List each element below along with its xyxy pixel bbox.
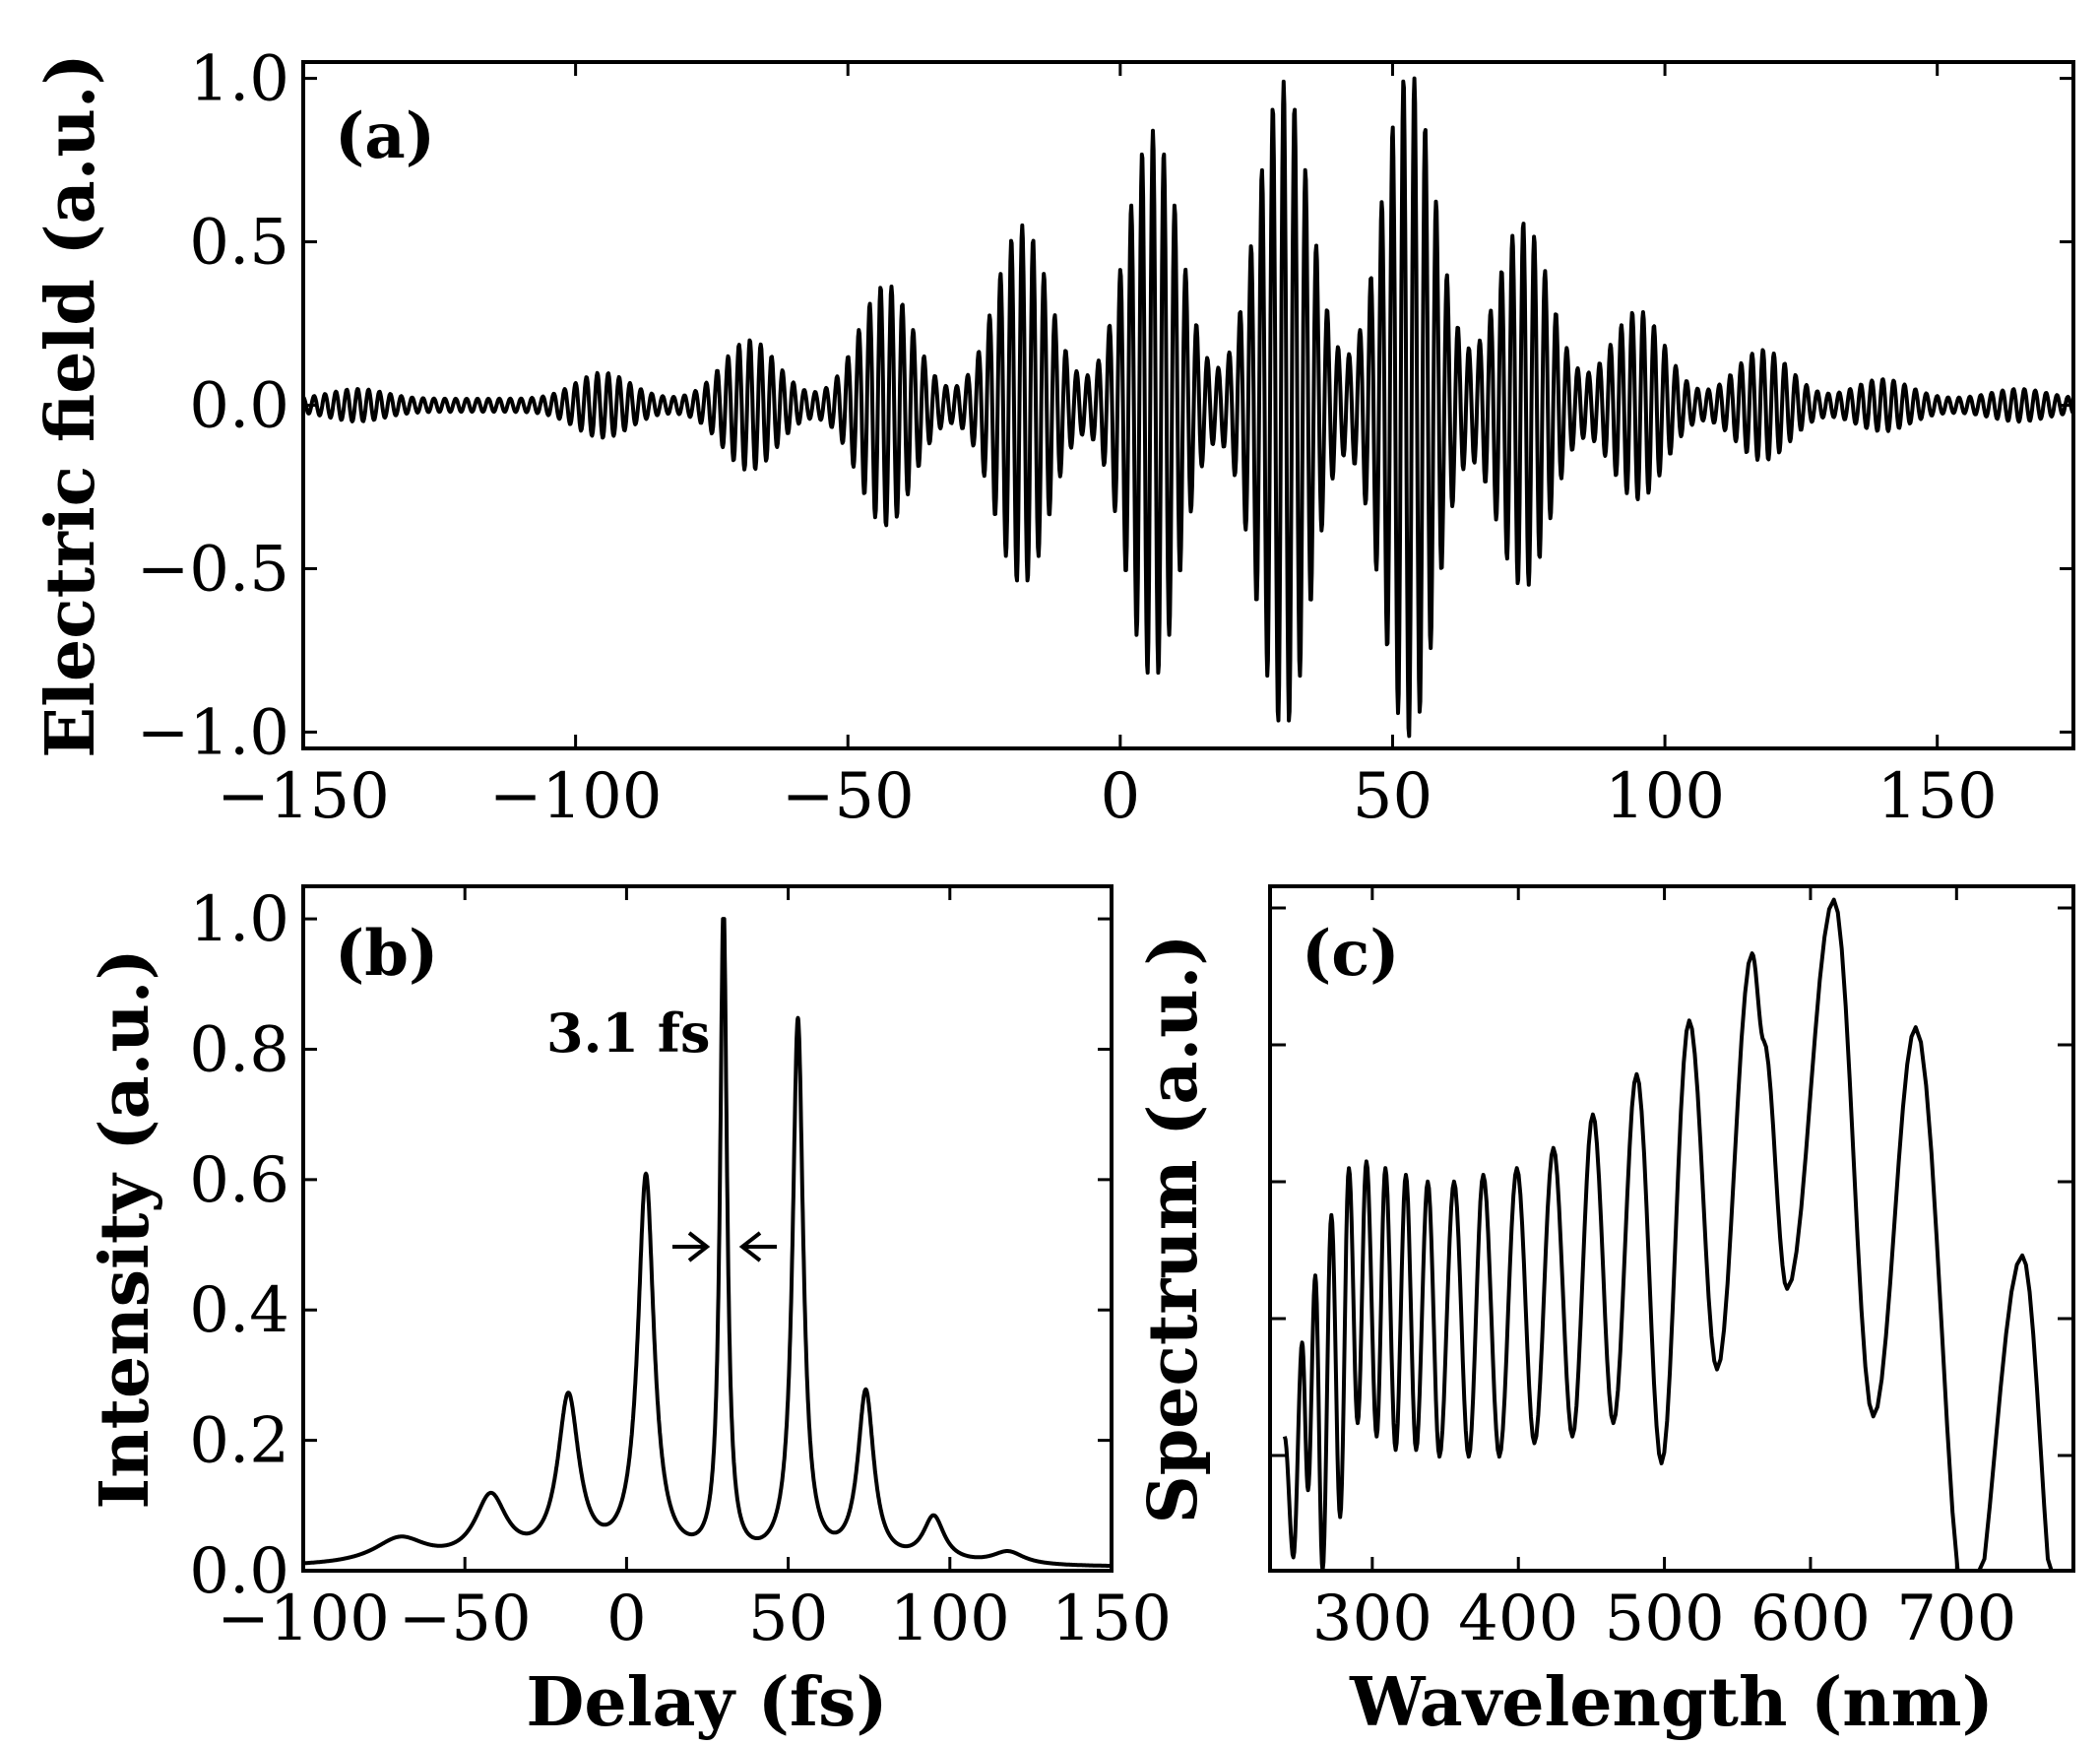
- panel-a-label: (a): [335, 99, 435, 173]
- y-tick-label: 0.2: [189, 1405, 289, 1478]
- y-tick-label: 0.8: [189, 1013, 289, 1086]
- panel-b-y-ticks: 0.0 0.2 0.4 0.6 0.8 1.0: [189, 883, 1112, 1608]
- panel-a-y-ticks: −1.0 −0.5 0.0 0.5 1.0: [137, 43, 2073, 769]
- panel-b: 0.00.20.40.60.81.0 −100 −50 0 50 100 150 (b) …: [86, 883, 1172, 1742]
- x-tick-label: 700: [1896, 1583, 2016, 1655]
- fwhm-arrow-right: [738, 1231, 777, 1262]
- panel-a-electric-field-series: [301, 76, 2075, 739]
- panel-c: 300 400 500 600 700 (c) Spectrum (a.u.) Wave…: [1134, 884, 2075, 1742]
- fwhm-annotation: 3.1 fs: [546, 1002, 710, 1065]
- x-tick-label: 50: [1353, 760, 1432, 833]
- x-tick-label: 0: [1100, 760, 1140, 833]
- y-tick-label: 0.0: [189, 370, 289, 443]
- x-tick-label: 50: [748, 1583, 828, 1655]
- panel-c-y-ticks: [1270, 906, 2073, 1457]
- x-tick-label: −100: [217, 1583, 390, 1655]
- x-tick-label: 150: [1051, 1583, 1172, 1655]
- x-tick-label: 500: [1605, 1583, 1725, 1655]
- x-tick-label: 0: [606, 1583, 647, 1655]
- panel-c-y-axis-label: Spectrum (a.u.): [1134, 935, 1213, 1524]
- panel-c-spectrum-series: [1282, 897, 2060, 1573]
- panel-c-x-ticks: 300 400 500 600 700: [1312, 886, 2016, 1655]
- x-tick-label: −100: [489, 760, 663, 833]
- fwhm-arrow-left: [672, 1231, 711, 1262]
- x-tick-label: 400: [1458, 1583, 1578, 1655]
- panel-b-label: (b): [335, 917, 438, 991]
- y-tick-label: −1.0: [137, 696, 289, 769]
- x-tick-label: 100: [890, 1583, 1010, 1655]
- panel-c-label: (c): [1302, 917, 1400, 991]
- y-tick-label: 0.5: [189, 207, 289, 280]
- panel-a: −1.0 −0.5 0.0 0.5 1.0 −150 −100 −50 0 50 100 150 (…: [32, 43, 2075, 833]
- panel-b-x-ticks: −100 −50 0 50 100 150: [217, 886, 1172, 1655]
- panel-b-frame: [301, 884, 1114, 1573]
- panel-b-y-axis-label: Intensity (a.u.): [86, 948, 164, 1509]
- y-tick-label: 0.6: [189, 1144, 289, 1217]
- y-tick-label: 0.4: [189, 1274, 289, 1347]
- x-tick-label: −150: [217, 760, 390, 833]
- panel-b-x-axis-label: Delay (fs): [526, 1663, 887, 1742]
- x-tick-label: 150: [1877, 760, 1998, 833]
- y-tick-label: 0.0: [189, 1535, 289, 1608]
- panel-a-x-ticks: −150 −100 −50 0 50 100 150: [217, 62, 1998, 833]
- x-tick-label: 300: [1312, 1583, 1432, 1655]
- panel-a-y-axis-label: Electric field (a.u.): [32, 53, 110, 757]
- y-tick-label: −0.5: [137, 533, 289, 606]
- x-tick-label: 100: [1605, 760, 1725, 833]
- panel-c-frame: [1268, 884, 2075, 1573]
- y-tick-label: 1.0: [189, 883, 289, 956]
- panel-c-x-axis-label: Wavelength (nm): [1349, 1663, 1994, 1742]
- x-tick-label: 600: [1750, 1583, 1871, 1655]
- x-tick-label: −50: [399, 1583, 532, 1655]
- y-tick-label: 1.0: [189, 43, 289, 116]
- x-tick-label: −50: [782, 760, 915, 833]
- panel-b-intensity-series: [301, 917, 1114, 1568]
